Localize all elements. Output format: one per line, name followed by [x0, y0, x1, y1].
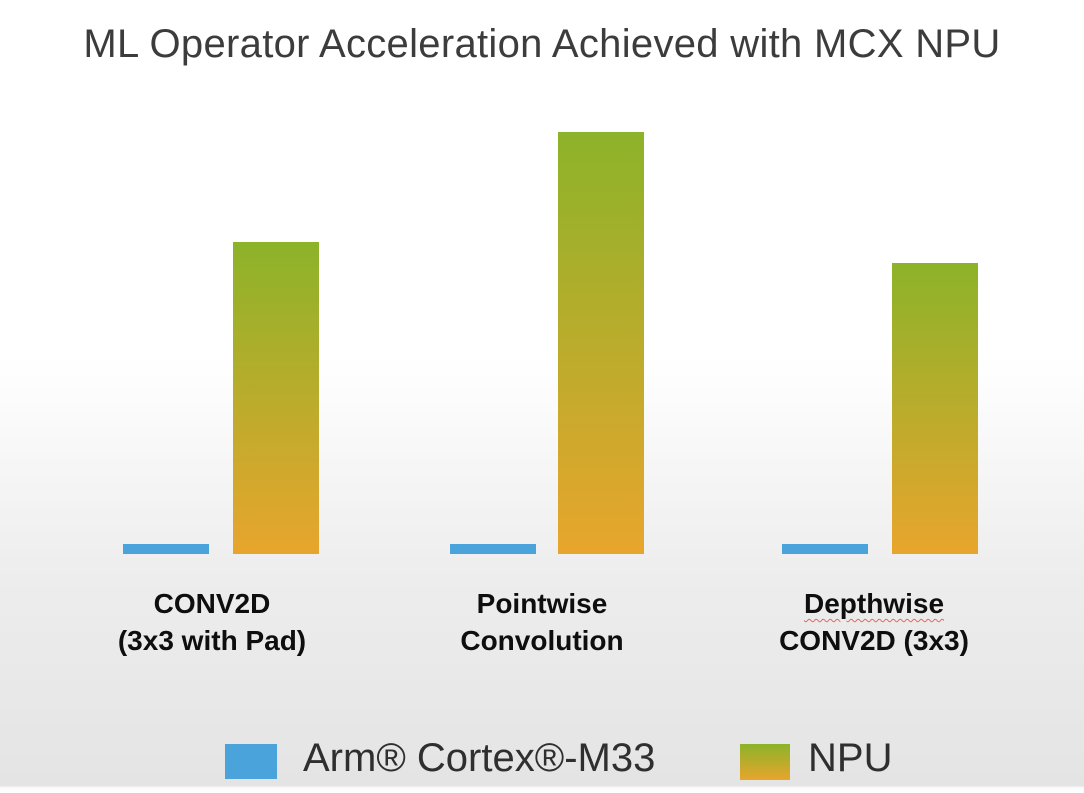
bar-cortex-m33-conv2d — [123, 543, 209, 554]
bar-npu-depthwise — [892, 262, 978, 554]
category-label-line-spellchecked: Depthwise — [803, 588, 945, 619]
bar-cortex-m33-depthwise — [782, 543, 868, 554]
category-label-line: (3x3 with Pad) — [117, 625, 307, 656]
category-label-depthwise: Depthwise CONV2D (3x3) — [704, 585, 1044, 659]
legend-label-npu: NPU — [808, 736, 893, 780]
legend-swatch-cortex — [225, 744, 277, 779]
chart-title: ML Operator Acceleration Achieved with M… — [83, 22, 1001, 66]
category-label-line: CONV2D — [153, 588, 271, 619]
plot-area — [123, 131, 978, 554]
category-label-line: CONV2D (3x3) — [779, 625, 969, 656]
category-label-pointwise: Pointwise Convolution — [372, 585, 712, 659]
category-label-line: Pointwise — [476, 588, 608, 619]
legend-label-cortex: Arm® Cortex®-M33 — [303, 736, 656, 780]
bar-npu-conv2d — [233, 242, 319, 554]
bar-npu-pointwise — [558, 131, 644, 554]
category-label-line: Convolution — [460, 625, 624, 656]
category-label-conv2d: CONV2D (3x3 with Pad) — [42, 585, 382, 659]
bar-cortex-m33-pointwise — [450, 543, 536, 554]
legend-swatch-npu — [740, 744, 790, 780]
